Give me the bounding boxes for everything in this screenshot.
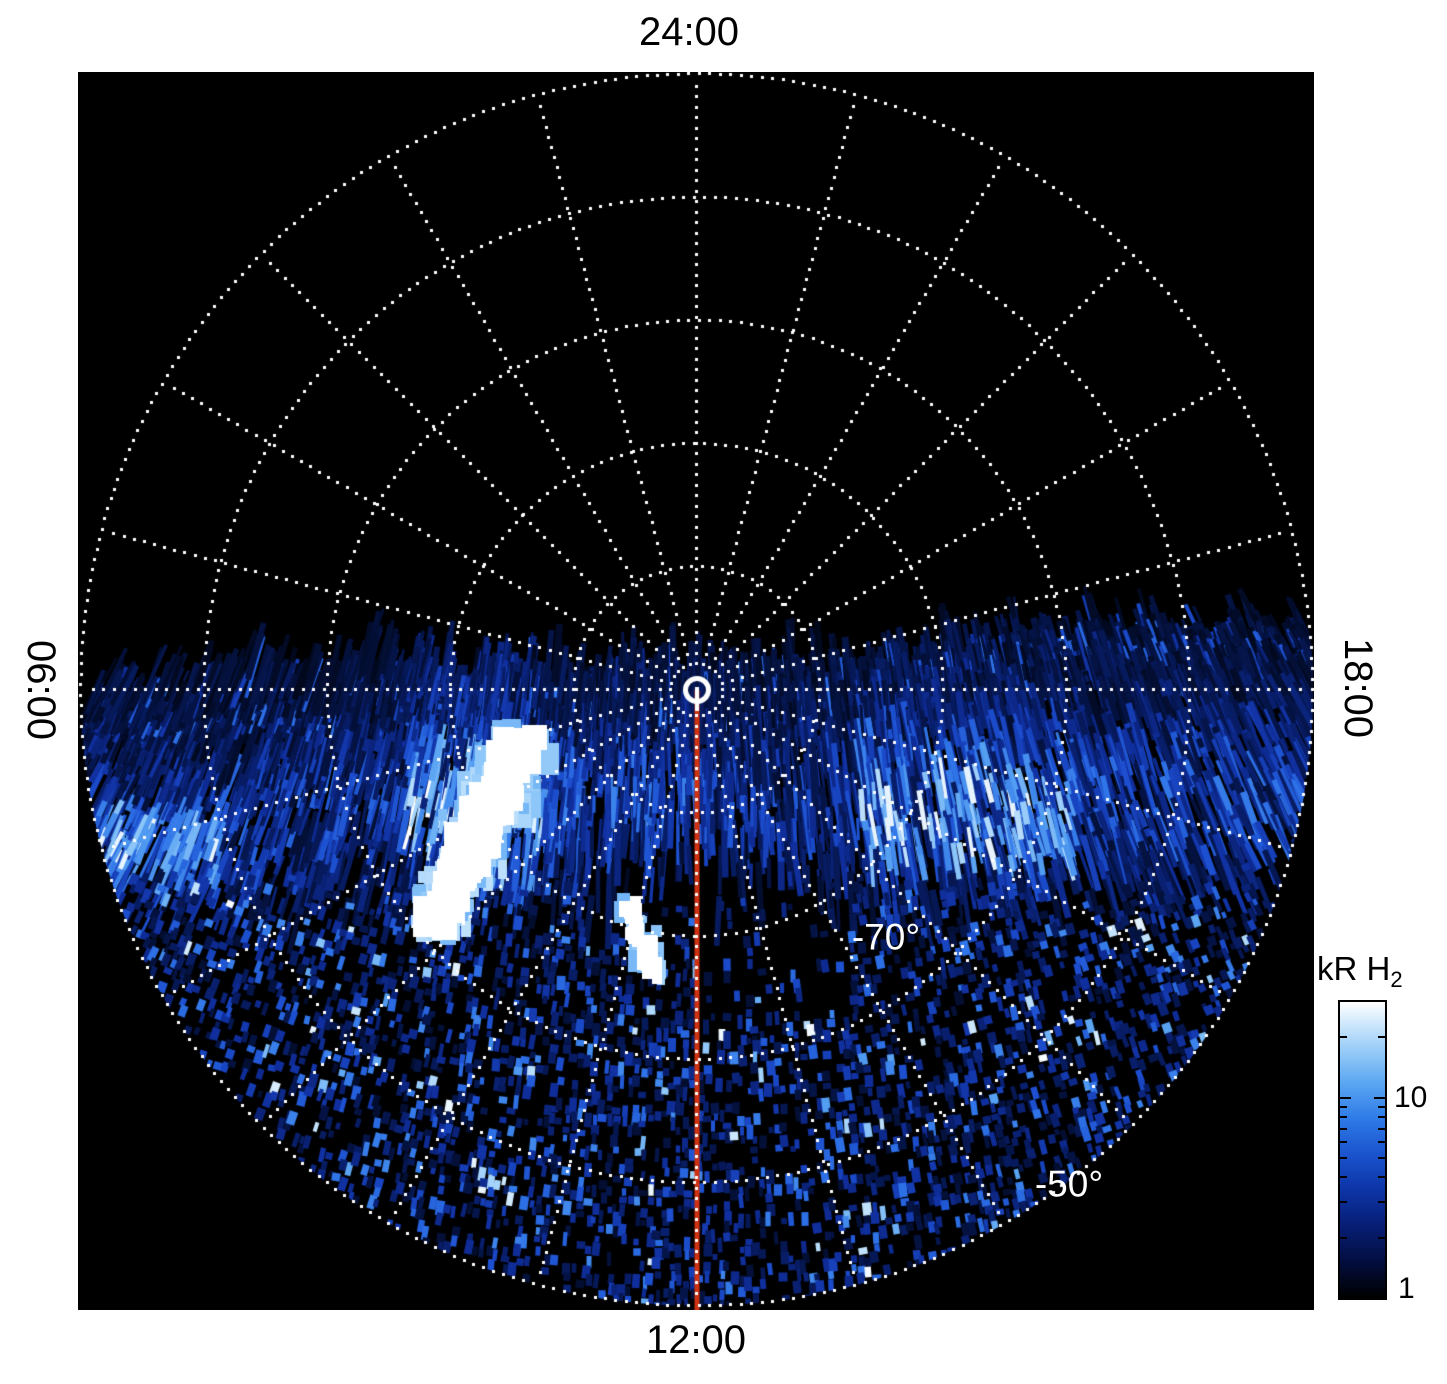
colorbar bbox=[1338, 1000, 1387, 1300]
colorbar-tick bbox=[1378, 1156, 1385, 1159]
colorbar-tick bbox=[1378, 1176, 1385, 1179]
local-time-label-midnight: 24:00 bbox=[638, 10, 740, 54]
colorbar-tick bbox=[1378, 1116, 1385, 1119]
colorbar-tick bbox=[1374, 1096, 1385, 1099]
colorbar-tick bbox=[1340, 1127, 1347, 1130]
colorbar-tick bbox=[1340, 1236, 1347, 1239]
local-time-label-dusk: 18:00 bbox=[1336, 637, 1380, 739]
colorbar-tick bbox=[1378, 1105, 1385, 1108]
colorbar-tick bbox=[1340, 1141, 1347, 1144]
colorbar-tick bbox=[1378, 1127, 1385, 1130]
colorbar-tick bbox=[1340, 1176, 1347, 1179]
local-time-label-dawn: 06:00 bbox=[19, 639, 63, 741]
colorbar-tick bbox=[1378, 1236, 1385, 1239]
colorbar-tick bbox=[1340, 1116, 1347, 1119]
aurora-heatmap-canvas bbox=[78, 72, 1314, 1310]
colorbar-tick bbox=[1340, 1036, 1347, 1039]
colorbar-tick bbox=[1378, 1036, 1385, 1039]
latitude-label-70: -70° bbox=[851, 916, 921, 958]
colorbar-title-text: kR H bbox=[1317, 950, 1391, 987]
latitude-label-50: -50° bbox=[1034, 1163, 1104, 1205]
colorbar-tick bbox=[1340, 1096, 1351, 1099]
colorbar-title: kR H2 bbox=[1317, 950, 1403, 991]
colorbar-tick-label-10: 10 bbox=[1394, 1081, 1428, 1114]
colorbar-tick-label-1: 1 bbox=[1398, 1272, 1415, 1305]
colorbar-tick bbox=[1378, 1141, 1385, 1144]
colorbar-tick bbox=[1340, 1201, 1347, 1204]
colorbar-title-subscript: 2 bbox=[1390, 967, 1403, 992]
colorbar-gradient bbox=[1340, 1002, 1385, 1298]
colorbar-tick bbox=[1340, 1156, 1347, 1159]
colorbar-tick bbox=[1378, 1201, 1385, 1204]
polar-plot-area bbox=[78, 72, 1314, 1310]
colorbar-tick bbox=[1340, 1105, 1347, 1108]
local-time-label-noon: 12:00 bbox=[645, 1318, 747, 1362]
